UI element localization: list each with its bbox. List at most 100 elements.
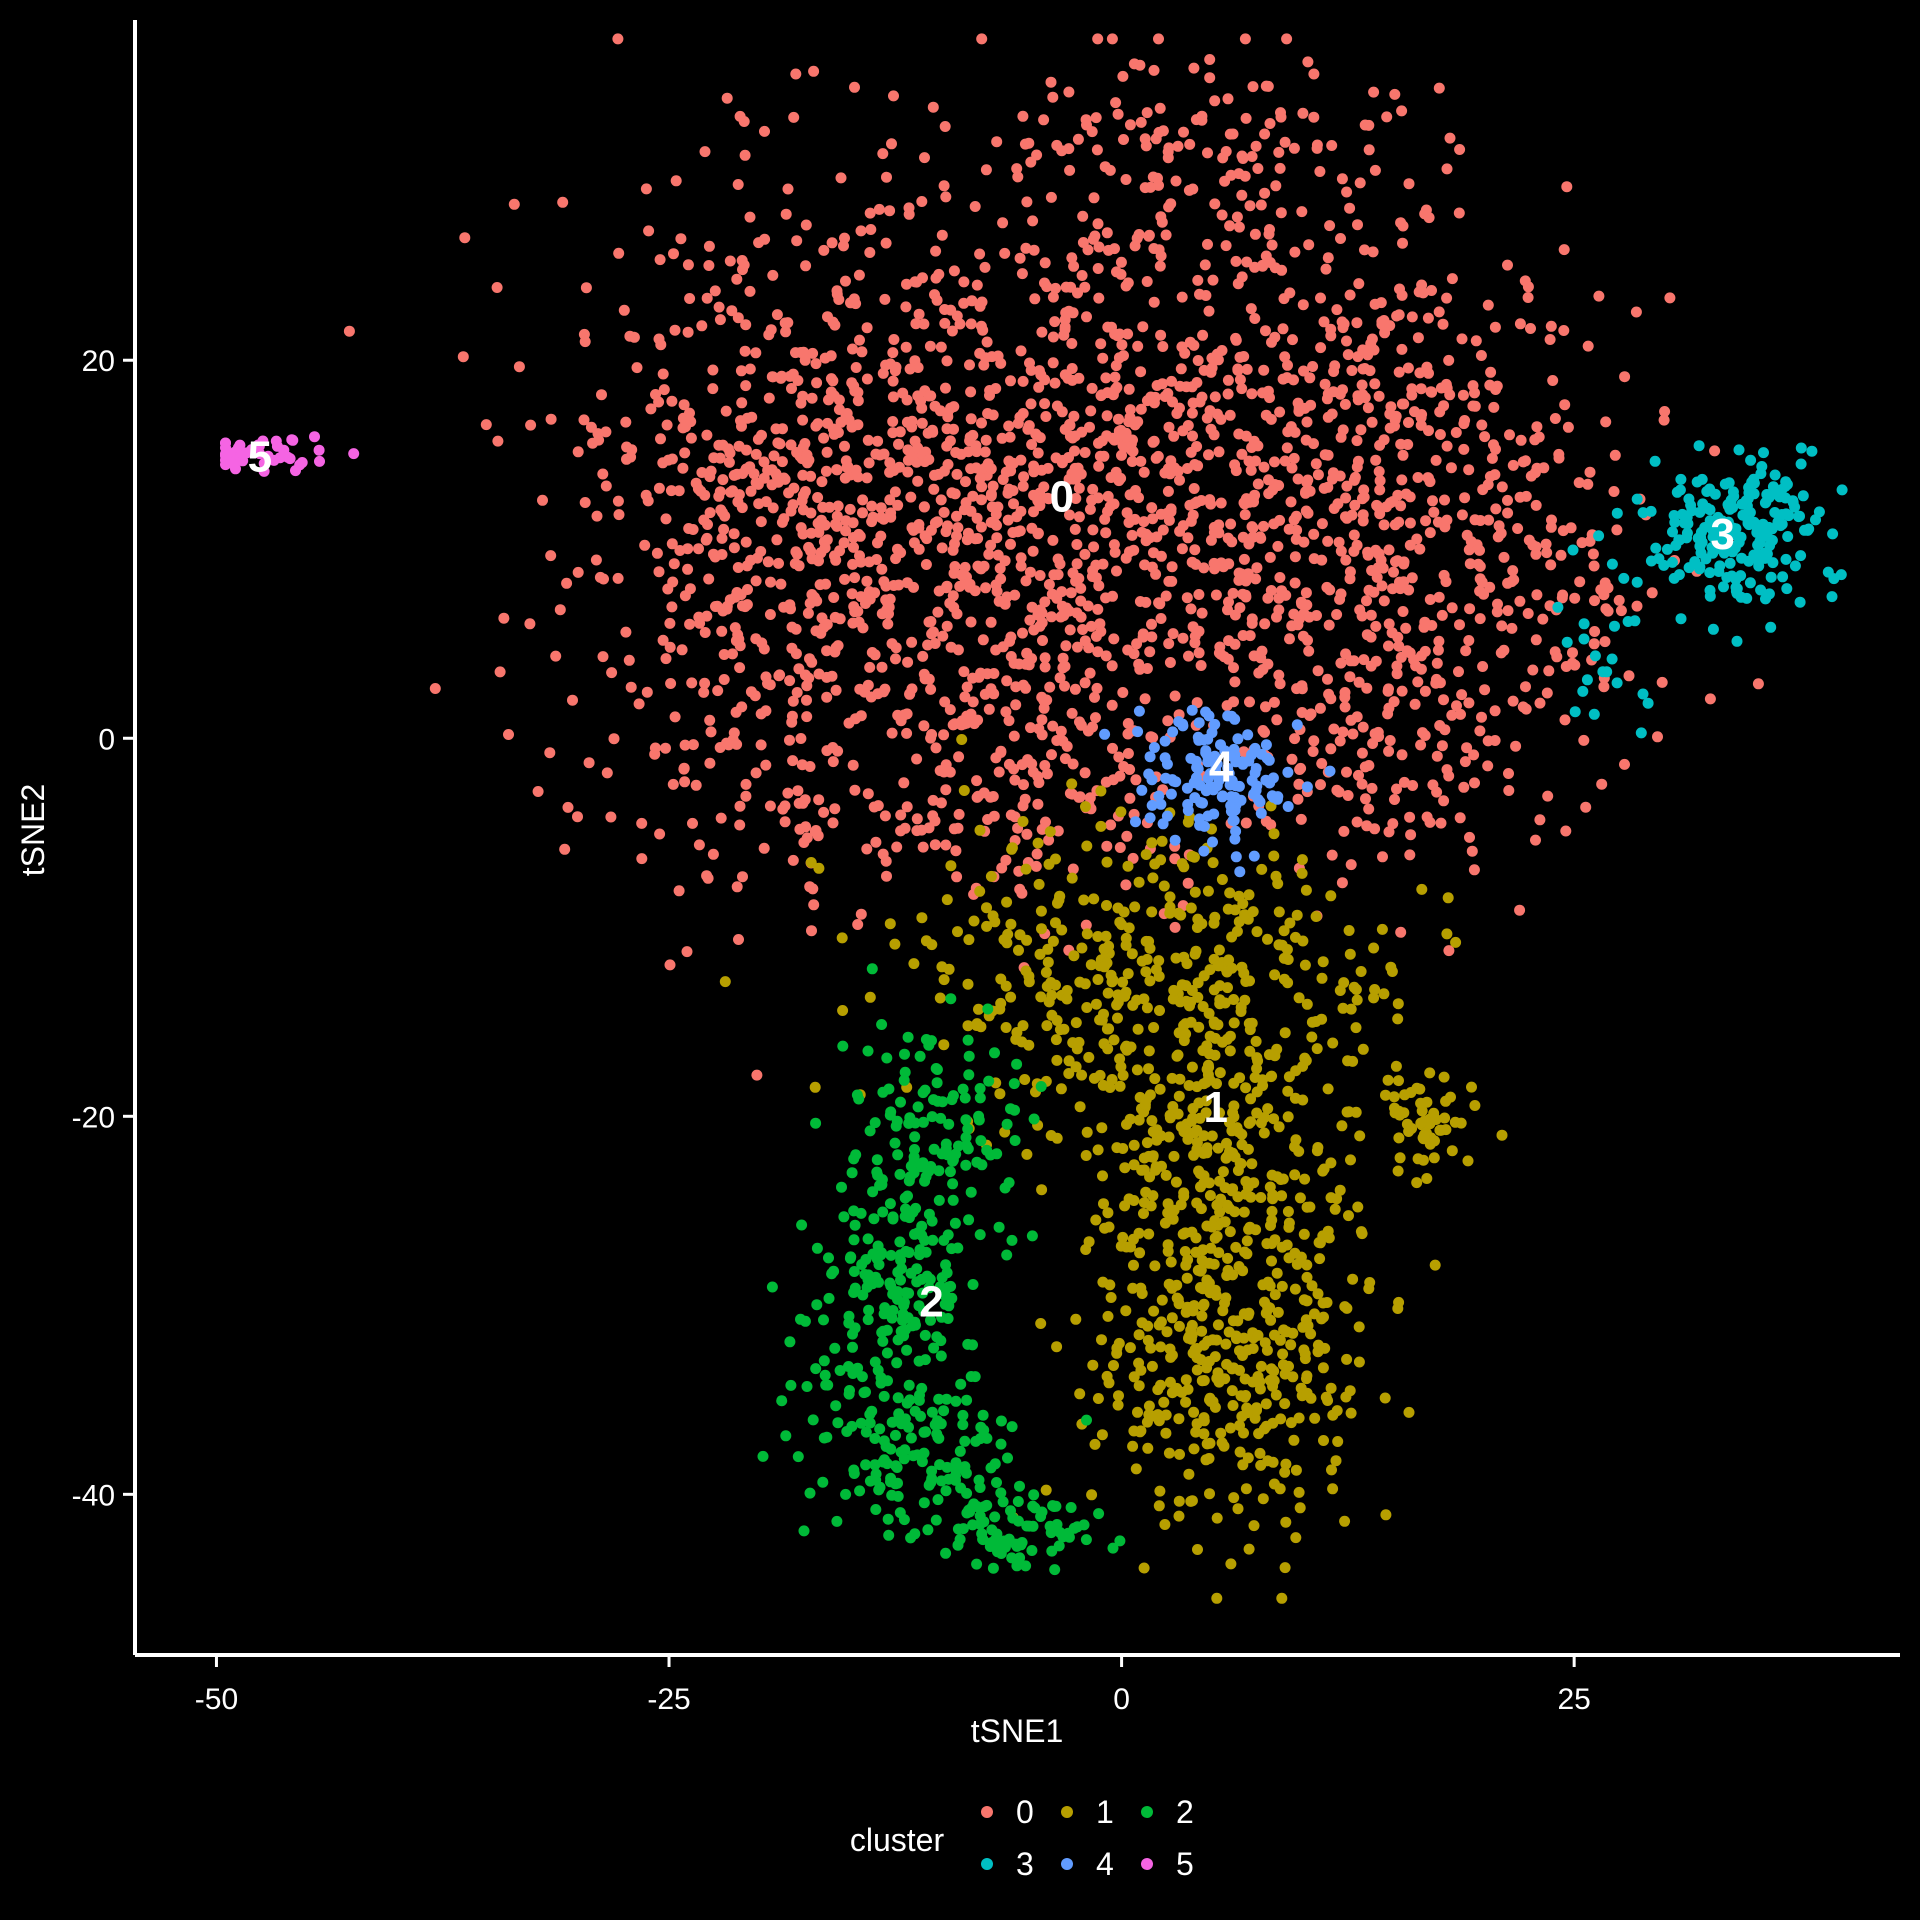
cluster-0-point (1258, 364, 1270, 376)
cluster-0-point (788, 482, 800, 494)
cluster-0-point (1116, 449, 1127, 461)
cluster-0-point (1227, 587, 1239, 599)
cluster-0-point (1510, 740, 1522, 752)
cluster-0-point (731, 273, 743, 285)
cluster-4-point (1260, 739, 1272, 751)
cluster-1-point (1127, 1233, 1139, 1245)
cluster-3-point (1728, 529, 1740, 541)
cluster-0-point (1105, 819, 1117, 831)
series-cluster-4 (1099, 704, 1336, 878)
cluster-1-point (1113, 1390, 1124, 1402)
cluster-1-point (1047, 935, 1059, 947)
cluster-0-point (673, 885, 685, 897)
cluster-0-point (751, 1069, 763, 1081)
cluster-2-point (892, 1392, 904, 1404)
cluster-0-point (791, 447, 803, 458)
cluster-0-point (1297, 299, 1309, 311)
cluster-1-point (1350, 984, 1362, 995)
cluster-0-point (1165, 506, 1177, 518)
cluster-0-point (732, 496, 744, 508)
cluster-1-point (1376, 923, 1388, 935)
cluster-2-point (881, 1052, 893, 1064)
cluster-1-point (1393, 1296, 1405, 1308)
cluster-0-point (861, 843, 873, 855)
cluster-0-point (1396, 398, 1408, 410)
cluster-0-point (1182, 877, 1194, 889)
cluster-0-point (913, 522, 925, 534)
cluster-0-point (1239, 509, 1251, 521)
cluster-0-point (904, 363, 916, 375)
cluster-0-point (1479, 684, 1491, 696)
cluster-1-point (1165, 1256, 1177, 1268)
cluster-0-point (1205, 534, 1217, 546)
cluster-0-point (990, 752, 1002, 764)
cluster-0-point (925, 390, 937, 402)
cluster-2-point (1026, 1230, 1038, 1242)
cluster-0-point (1169, 690, 1181, 702)
cluster-0-point (1300, 505, 1312, 517)
cluster-1-point (1345, 1154, 1356, 1166)
cluster-0-point (1341, 186, 1353, 198)
cluster-2-point (843, 1361, 854, 1372)
cluster-0-point (760, 759, 772, 771)
cluster-0-point (1079, 447, 1091, 458)
cluster-1-point (1085, 959, 1097, 971)
cluster-0-point (1222, 374, 1234, 386)
cluster-1-point (1449, 1116, 1461, 1128)
cluster-0-point (1033, 381, 1045, 393)
cluster-2-point (928, 1143, 940, 1155)
cluster-0-point (985, 488, 997, 500)
cluster-0-point (1111, 565, 1122, 577)
cluster-0-point (902, 454, 914, 466)
cluster-0-point (1047, 534, 1059, 546)
cluster-0-point (1117, 70, 1129, 82)
cluster-1-point (962, 978, 974, 990)
cluster-0-point (1613, 594, 1625, 606)
cluster-0-point (1121, 431, 1133, 443)
cluster-1-point (1074, 1101, 1086, 1113)
cluster-0-point (1553, 448, 1565, 460)
cluster-1-point (1282, 1085, 1294, 1097)
cluster-1-point (1212, 1319, 1224, 1331)
cluster-0-point (965, 616, 977, 628)
cluster-2-point (926, 1035, 937, 1047)
cluster-0-point (1339, 687, 1351, 698)
cluster-1-point (1368, 992, 1380, 1004)
cluster-1-point (1429, 1135, 1440, 1147)
cluster-0-point (1308, 528, 1320, 540)
cluster-1-point (1289, 1283, 1301, 1295)
cluster-0-point (1404, 491, 1416, 503)
cluster-2-point (983, 1075, 995, 1087)
cluster-1-point (1248, 1520, 1260, 1532)
cluster-0-point (1436, 609, 1448, 621)
cluster-0-point (728, 469, 740, 481)
cluster-0-point (789, 558, 801, 570)
cluster-1-point (1020, 863, 1032, 875)
cluster-0-point (655, 339, 667, 351)
cluster-1-point (1132, 1406, 1143, 1418)
cluster-0-point (925, 683, 937, 695)
cluster-1-point (1393, 1132, 1405, 1144)
cluster-0-point (1052, 825, 1064, 837)
cluster-0-point (1056, 600, 1068, 612)
cluster-2-point (838, 1211, 850, 1223)
cluster-0-point (991, 136, 1003, 148)
cluster-0-point (1292, 793, 1304, 805)
cluster-0-point (1498, 644, 1510, 656)
cluster-0-point (1071, 607, 1083, 619)
cluster-0-point (1222, 532, 1234, 544)
cluster-3-point (1727, 486, 1739, 498)
cluster-0-point (1404, 517, 1416, 529)
cluster-1-point (1222, 1264, 1234, 1276)
cluster-0-point (805, 545, 817, 557)
cluster-3-point (1588, 708, 1600, 720)
cluster-4-point (1291, 719, 1303, 731)
cluster-3-point (1699, 522, 1711, 533)
cluster-0-point (1022, 423, 1034, 435)
cluster-0-point (1368, 86, 1380, 98)
cluster-0-point (1157, 524, 1169, 536)
cluster-1-point (1211, 1592, 1223, 1604)
cluster-0-point (1559, 399, 1571, 411)
cluster-0-point (927, 101, 939, 113)
cluster-2-point (905, 1432, 917, 1444)
